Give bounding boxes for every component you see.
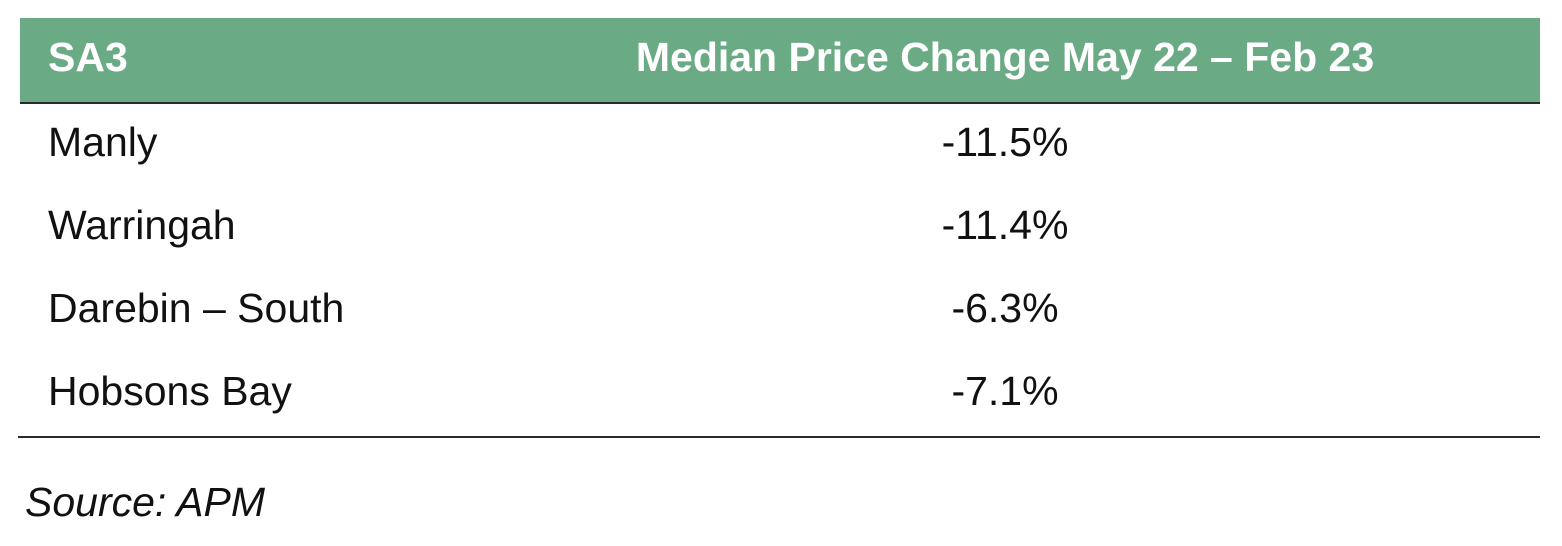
table-cell: -11.4% — [941, 202, 1069, 248]
table-row: Hobsons Bay -7.1% — [20, 351, 1540, 434]
table-cell: -7.1% — [951, 368, 1059, 414]
table-row: Darebin – South -6.3% — [20, 268, 1540, 351]
table-row: Manly -11.5% — [20, 102, 1540, 185]
table-cell: Manly — [48, 119, 158, 165]
table-cell: -6.3% — [951, 285, 1059, 331]
source-note: Source: APM — [25, 479, 266, 525]
header-cell: SA3 — [48, 34, 128, 80]
table-cell: Darebin – South — [48, 285, 345, 331]
table-cell: Warringah — [48, 202, 236, 248]
header-cell: Median Price Change May 22 – Feb 23 — [635, 34, 1375, 80]
table-header: SA3 Median Price Change May 22 – Feb 23 — [20, 18, 1540, 104]
table-cell: Hobsons Bay — [48, 368, 292, 414]
table-bottom-rule — [18, 436, 1540, 438]
table-row: Warringah -11.4% — [20, 185, 1540, 268]
table-cell: -11.5% — [941, 119, 1069, 165]
